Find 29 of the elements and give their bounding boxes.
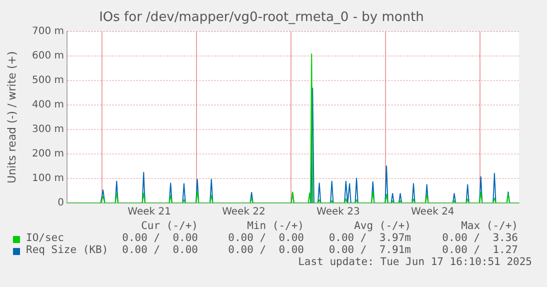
legend-label: Req Size (KB) <box>26 244 108 256</box>
text: 0.00 / 0.00 <box>228 244 304 256</box>
text: 0.00 / 0.00 <box>122 244 198 256</box>
x-tick-label: Week 23 <box>316 206 360 218</box>
text: 0.00 / 1.27 <box>442 244 518 256</box>
x-tick-label: Week 21 <box>128 206 171 218</box>
y-tick-label: 0 <box>58 198 64 209</box>
text: Max (-/+) <box>461 220 518 232</box>
y-tick-label: 100 m <box>32 173 64 184</box>
text: Avg (-/+) <box>354 220 411 232</box>
x-tick-label: Week 24 <box>410 206 454 218</box>
y-tick-label: 600 m <box>32 50 64 62</box>
legend-label: IO/sec <box>26 232 64 244</box>
y-tick-label: 400 m <box>32 100 64 111</box>
text: Cur (-/+) <box>141 220 198 232</box>
text: 0.00 / 7.91m <box>328 244 411 256</box>
text: 0.00 / 3.97m <box>328 232 411 244</box>
text: Last update: Tue Jun 17 16:10:51 2025 <box>298 256 532 268</box>
text: 0.00 / 0.00 <box>122 232 198 244</box>
y-tick-label: 300 m <box>32 124 64 136</box>
x-tick-label: Week 22 <box>222 206 266 218</box>
text: 0.00 / 0.00 <box>228 232 304 244</box>
text: 0.00 / 3.36 <box>442 232 518 244</box>
chart-title: IOs for /dev/mapper/vg0-root_rmeta_0 - by month <box>99 10 424 26</box>
y-axis-title: Units read (-) / write (+) <box>5 51 18 184</box>
y-tick-label: 500 m <box>32 75 64 86</box>
text: Min (-/+) <box>247 220 304 232</box>
y-tick-label: 700 m <box>32 26 64 38</box>
y-tick-label: 200 m <box>32 148 64 160</box>
